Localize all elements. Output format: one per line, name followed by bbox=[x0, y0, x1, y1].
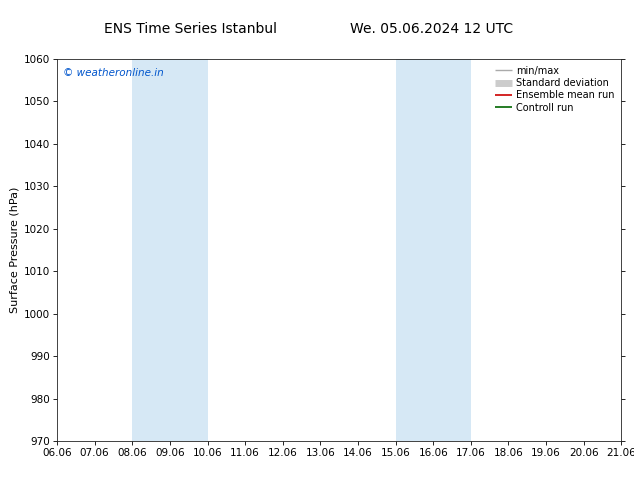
Bar bbox=[133, 59, 207, 441]
Legend: min/max, Standard deviation, Ensemble mean run, Controll run: min/max, Standard deviation, Ensemble me… bbox=[493, 64, 616, 115]
Text: We. 05.06.2024 12 UTC: We. 05.06.2024 12 UTC bbox=[349, 22, 513, 36]
Bar bbox=[396, 59, 471, 441]
Text: ENS Time Series Istanbul: ENS Time Series Istanbul bbox=[104, 22, 276, 36]
Text: © weatheronline.in: © weatheronline.in bbox=[63, 69, 164, 78]
Y-axis label: Surface Pressure (hPa): Surface Pressure (hPa) bbox=[10, 187, 20, 313]
